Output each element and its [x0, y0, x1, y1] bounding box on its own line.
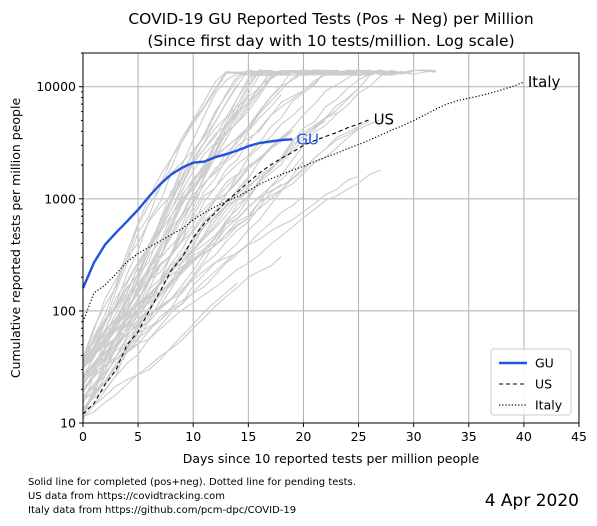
background-series-line — [82, 282, 238, 411]
background-series-line — [82, 169, 381, 378]
background-series-line — [82, 183, 282, 389]
background-series-line — [82, 69, 403, 419]
legend: GU US Italy — [490, 348, 572, 416]
x-tick-label: 5 — [134, 429, 142, 444]
annotation-us: US — [374, 111, 395, 129]
x-tick-label: 20 — [295, 429, 311, 444]
x-tick-label: 40 — [516, 429, 532, 444]
legend-box — [490, 348, 572, 416]
background-series-line — [82, 120, 326, 402]
series-line-gu — [81, 138, 293, 289]
background-series-line — [82, 87, 359, 402]
annotation-gu: GU — [296, 130, 319, 148]
y-tick-label: 100 — [52, 303, 76, 318]
chart-subtitle: (Since first day with 10 tests/million. … — [147, 32, 514, 50]
background-series-line — [82, 70, 282, 411]
background-series-line — [82, 254, 238, 397]
background-series-line — [82, 255, 282, 418]
footnote-line-2: US data from https://covidtracking.com — [28, 491, 225, 502]
x-tick-label: 0 — [79, 429, 87, 444]
background-series-line — [82, 70, 403, 386]
background-series-line — [82, 72, 282, 365]
series-lines — [81, 81, 525, 415]
legend-label-italy: Italy — [535, 398, 563, 413]
footnote-line-3: Italy data from https://github.com/pcm-d… — [28, 505, 296, 516]
y-tick-label: 10000 — [36, 79, 76, 94]
y-axis-ticks: 10 100 1000 10000 — [36, 52, 83, 431]
chart-title: COVID-19 GU Reported Tests (Pos + Neg) p… — [128, 10, 533, 28]
background-series-line — [82, 70, 359, 381]
legend-label-gu: GU — [535, 356, 554, 371]
x-tick-label: 25 — [351, 429, 367, 444]
background-series-line — [82, 69, 271, 366]
legend-label-us: US — [535, 377, 552, 392]
background-series-line — [82, 70, 392, 378]
y-axis-label: Cumulative reported tests per million pe… — [8, 98, 23, 379]
x-tick-label: 45 — [571, 429, 587, 444]
date-label: 4 Apr 2020 — [485, 491, 579, 511]
x-tick-label: 30 — [406, 429, 422, 444]
footnote-line-1: Solid line for completed (pos+neg). Dott… — [28, 477, 356, 488]
background-series-line — [82, 118, 381, 361]
background-series-line — [82, 70, 392, 414]
background-series-line — [82, 149, 271, 357]
y-tick-label: 10 — [60, 416, 76, 431]
x-axis-label: Days since 10 reported tests per million… — [183, 451, 480, 466]
x-tick-label: 15 — [240, 429, 256, 444]
background-series-line — [82, 189, 249, 381]
background-series-line — [82, 71, 282, 366]
y-tick-label: 1000 — [44, 191, 76, 206]
plot-frame — [82, 52, 580, 424]
x-tick-label: 35 — [461, 429, 477, 444]
series-end-labels: GU US Italy — [296, 73, 560, 148]
background-series-line — [82, 160, 304, 408]
background-series-line — [82, 127, 359, 361]
annotation-italy: Italy — [528, 73, 561, 91]
series-line-us — [82, 118, 370, 415]
background-series-line — [82, 128, 249, 383]
background-series-line — [82, 195, 304, 389]
x-axis-ticks: 0 5 10 15 20 25 30 35 40 45 — [79, 423, 587, 444]
x-tick-label: 10 — [185, 429, 201, 444]
